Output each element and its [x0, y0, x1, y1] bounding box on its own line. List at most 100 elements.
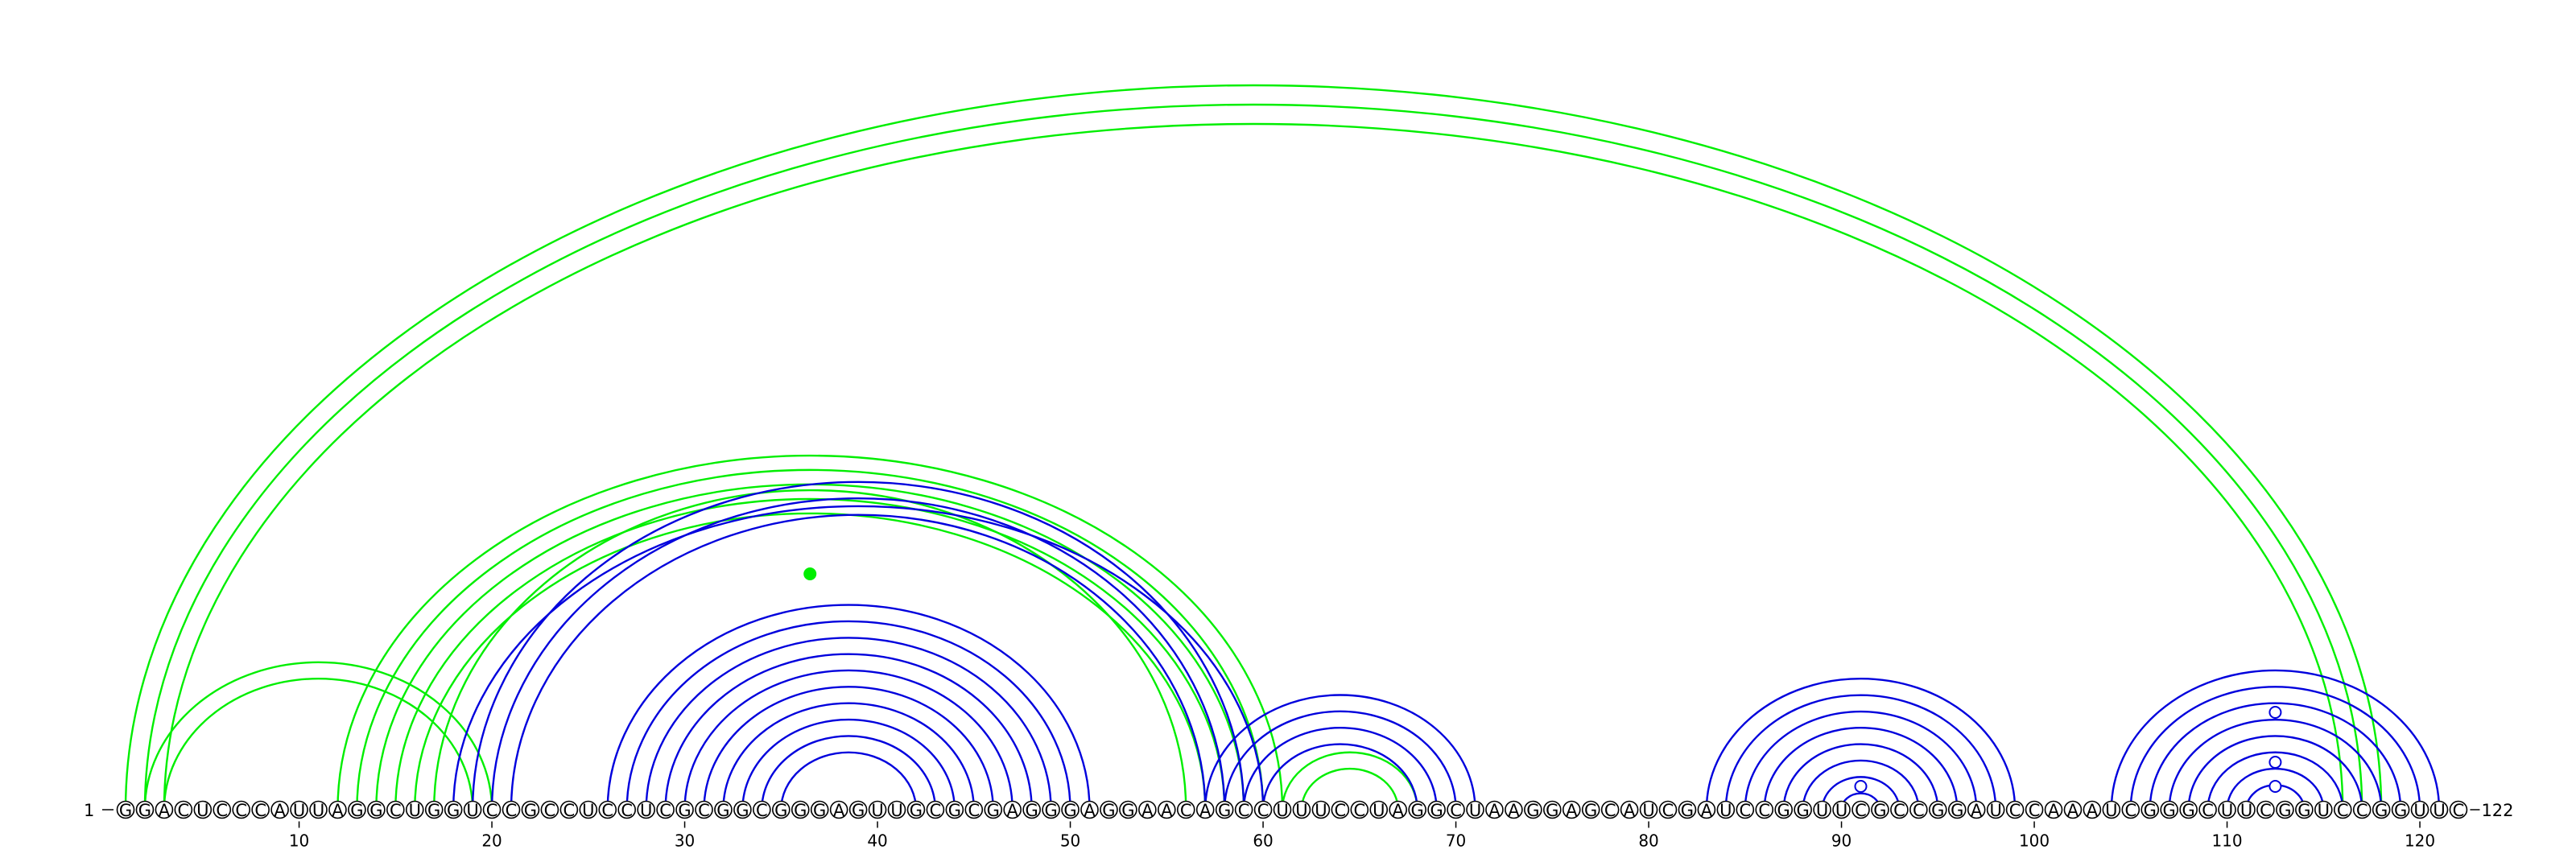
nucleotide-letter: C [1335, 801, 1347, 820]
nucleotide-letter: G [813, 801, 826, 820]
nucleotide-letter: G [2144, 801, 2157, 820]
nucleotide: G [1524, 800, 1542, 820]
nucleotide-letter: G [350, 801, 363, 820]
nucleotide-letter: C [2124, 801, 2136, 820]
nucleotide: A [829, 800, 848, 820]
nucleotide: C [1600, 800, 1620, 820]
nucleotide-letter: U [1295, 801, 1307, 820]
nucleotide-letter: G [2163, 801, 2176, 820]
nucleotide: U [2429, 800, 2449, 820]
nucleotide-circle [945, 800, 964, 819]
nucleotide-letter: U [890, 801, 902, 820]
nucleotide: G [1794, 800, 1812, 820]
nucleotide: C [598, 800, 617, 820]
alternate-pair-arc [356, 468, 1265, 811]
nucleotide-letter: C [486, 801, 498, 820]
nucleotide-circle [174, 800, 193, 819]
nucleotide-letter: U [2221, 801, 2233, 820]
nucleotide: A [1620, 800, 1639, 820]
nucleotide-circle [251, 800, 270, 819]
nucleotide: G [1100, 800, 1118, 820]
nucleotide-circle [2295, 800, 2314, 819]
nucleotide-letter: G [1218, 801, 1231, 820]
nucleotide: G [521, 800, 540, 820]
nucleotide-letter: U [871, 801, 883, 820]
nucleotide-letter: C [216, 801, 228, 820]
nucleotide-circle [906, 800, 926, 819]
nucleotide: G [714, 800, 733, 820]
nucleotide-letter: G [369, 801, 382, 820]
nucleotide: U [637, 800, 655, 820]
nucleotide-letter: C [564, 801, 576, 820]
nucleotide-circle [2352, 800, 2372, 819]
nucleotide-circle [1119, 800, 1137, 819]
nucleotide-letter: U [582, 801, 594, 820]
nucleotide-letter: G [1044, 801, 1057, 820]
tick-label: 80 [1638, 831, 1658, 851]
nucleotide-circle [714, 800, 733, 819]
nucleotide-circle [2160, 800, 2178, 819]
nucleotide-letter: G [138, 801, 151, 820]
nucleotide: C [1658, 800, 1678, 820]
nucleotide-letter: C [1893, 801, 1905, 820]
nucleotide-circle [2218, 800, 2236, 819]
nucleotide-circle [367, 800, 386, 819]
nucleotide: U [463, 800, 482, 820]
nucleotide-circle [868, 800, 887, 819]
nucleotide-circle [1620, 800, 1639, 819]
nucleotide-circle [926, 800, 945, 819]
nucleotide: U [193, 800, 213, 820]
nucleotide-circle [1774, 800, 1793, 819]
nucleotide: C [1331, 800, 1350, 820]
nucleotide-circle [1253, 800, 1273, 819]
nucleotide: G [1581, 800, 1600, 820]
nucleotide: G [135, 800, 155, 820]
nucleotide-circle [964, 800, 984, 819]
nucleotide-circle [733, 800, 752, 819]
nucleotide-letter: G [794, 801, 807, 820]
nucleotide-circle [1562, 800, 1581, 819]
nucleotide: U [290, 800, 308, 820]
nucleotide-circle [1389, 800, 1407, 819]
nucleotide-letter: G [1430, 801, 1443, 820]
nucleotide-letter: G [852, 801, 865, 820]
nucleotide: G [1774, 800, 1793, 820]
base-pair-arc [1204, 694, 1476, 811]
nucleotide-letter: U [409, 801, 421, 820]
nucleotide: G [348, 800, 366, 820]
nucleotide: U [887, 800, 906, 820]
nucleotide-circle [1215, 800, 1234, 819]
nucleotide-letter: U [640, 801, 652, 820]
nucleotide-letter: A [1007, 801, 1019, 820]
nucleotide-circle [348, 800, 366, 819]
nucleotide-letter: G [736, 801, 749, 820]
nucleotide: A [1138, 800, 1157, 820]
base-pair-arc [703, 686, 994, 811]
nucleotide-letter: U [1719, 801, 1732, 820]
nucleotide-circle [1427, 800, 1446, 819]
nucleotide-circle [2179, 800, 2198, 819]
nucleotide-letter: G [948, 801, 961, 820]
nucleotide: G [2372, 800, 2391, 820]
nucleotide-letter: C [1662, 801, 1674, 820]
nucleotide-letter: A [1566, 801, 1578, 820]
nucleotide-circle [1697, 800, 1716, 819]
base-pair-arc [683, 669, 1013, 811]
nucleotide-letter: G [1584, 801, 1597, 820]
arcs-layer [124, 84, 2441, 811]
nucleotide: U [1639, 800, 1658, 820]
nucleotide: G [444, 800, 463, 820]
nucleotide-circle [1600, 800, 1620, 819]
filled-marker-dot [803, 567, 817, 580]
nucleotide: C [2449, 800, 2468, 820]
nucleotide-letter: C [1758, 801, 1770, 820]
nucleotide-circle [1832, 800, 1851, 819]
nucleotide-circle [753, 800, 771, 819]
nucleotide-circle [1138, 800, 1157, 819]
nucleotide: A [270, 800, 289, 820]
nucleotide-letter: C [930, 801, 942, 820]
nucleotide: G [1119, 800, 1137, 820]
nucleotide-circle [270, 800, 289, 819]
nucleotide-letter: G [1777, 801, 1790, 820]
nucleotide: C [695, 800, 713, 820]
